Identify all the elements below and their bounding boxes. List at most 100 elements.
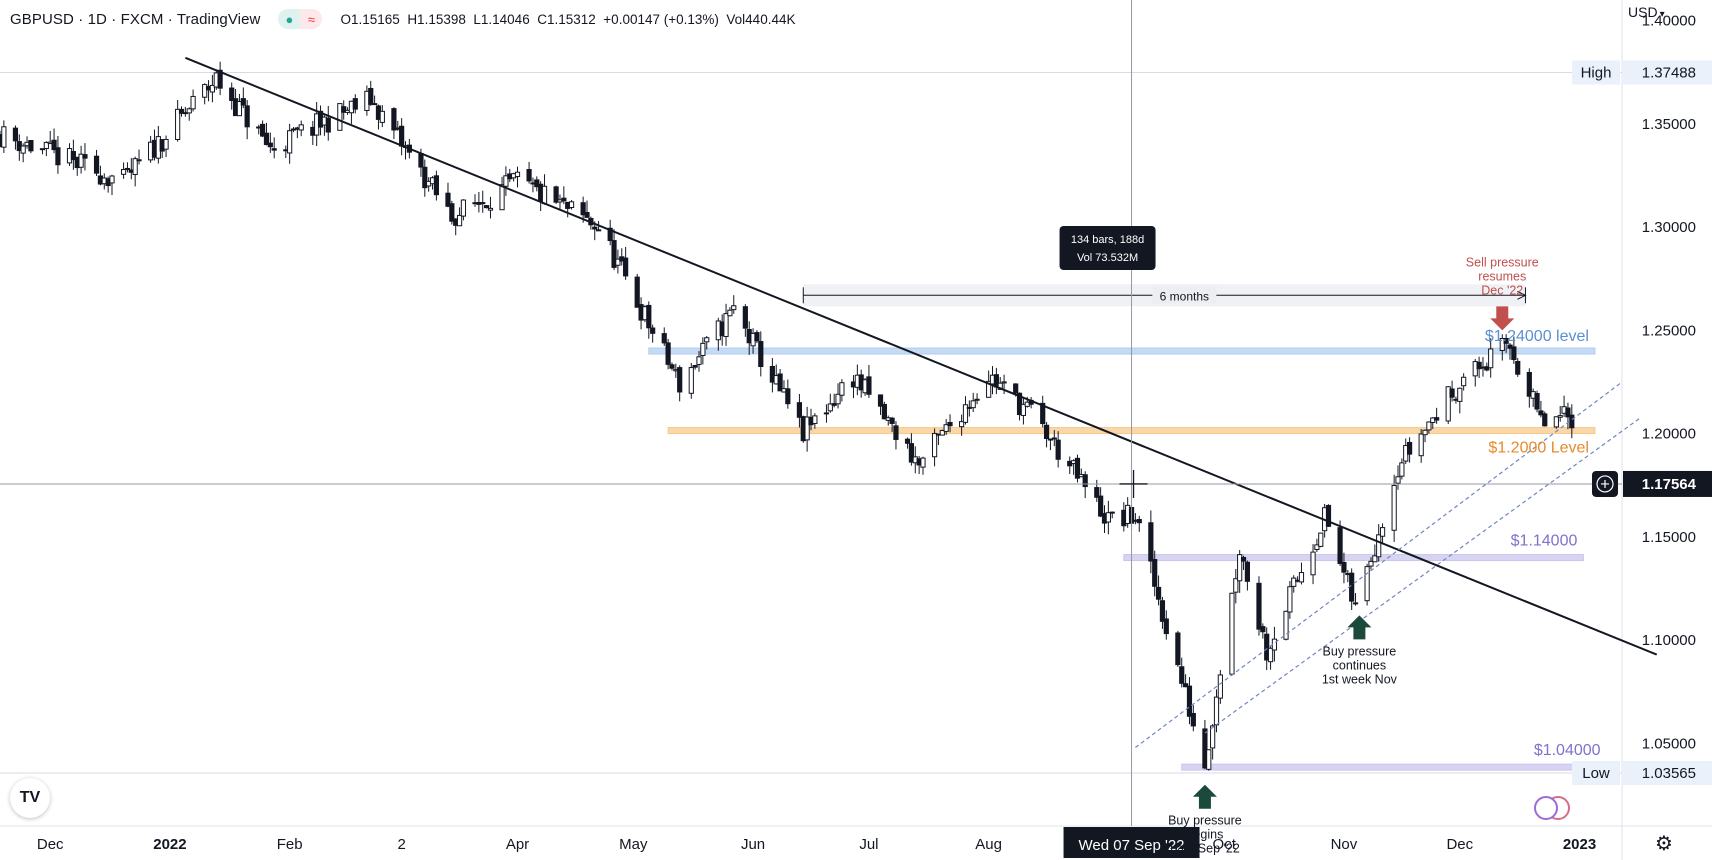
candle-body	[1488, 348, 1494, 369]
candle	[731, 295, 737, 314]
volume-value: Vol440.44K	[726, 11, 796, 27]
candle	[893, 421, 899, 450]
candle-body	[1434, 417, 1440, 421]
candle-body	[723, 313, 729, 338]
candle	[607, 219, 613, 246]
candle-body	[661, 333, 667, 344]
candle-body	[503, 175, 509, 187]
y-tick-label: 1.20000	[1642, 426, 1696, 443]
candle-body	[1310, 551, 1316, 576]
candle	[1283, 610, 1289, 641]
candle-body	[823, 412, 830, 415]
candle-body	[796, 402, 803, 418]
candle	[368, 80, 374, 106]
candle-body	[607, 227, 613, 242]
candle-body	[1159, 600, 1166, 622]
candles	[0, 61, 1575, 771]
candle	[1445, 386, 1451, 425]
candle	[236, 93, 243, 117]
candle-body	[623, 257, 629, 277]
candle-body	[1264, 633, 1270, 661]
candle	[260, 120, 266, 138]
candle-body	[1051, 437, 1057, 440]
candle	[1229, 592, 1235, 676]
candle-body	[592, 226, 598, 230]
candle-body	[260, 123, 266, 137]
candle	[186, 107, 192, 121]
candle-body	[82, 154, 88, 159]
candle-body	[1565, 407, 1571, 418]
candle-body	[1074, 457, 1081, 479]
candle	[1534, 390, 1540, 413]
candle-body	[352, 98, 358, 110]
symbol-title[interactable]: GBPUSD · 1D · FXCM · TradingView	[10, 10, 261, 28]
candle-body	[514, 171, 521, 178]
candle-body	[1372, 555, 1378, 563]
candle-body	[650, 327, 656, 334]
candle	[12, 125, 19, 150]
candle-body	[136, 159, 142, 162]
candle-body	[1082, 474, 1088, 488]
candle	[449, 200, 455, 225]
candle	[499, 176, 505, 211]
currency-selector[interactable]: USD ▾	[1628, 4, 1665, 20]
candle	[1183, 674, 1189, 688]
candle-body	[534, 179, 540, 188]
candle	[51, 128, 57, 154]
candle	[267, 132, 273, 153]
candle-body	[1183, 683, 1189, 688]
candle-body	[827, 403, 833, 412]
candle	[796, 393, 803, 428]
candle-body	[487, 207, 494, 211]
candle	[1067, 456, 1073, 475]
candle	[1461, 373, 1467, 391]
candle-body	[947, 421, 953, 427]
candle	[669, 362, 675, 371]
candle-body	[1449, 388, 1455, 398]
candle-body	[692, 365, 698, 368]
candle	[1488, 338, 1494, 378]
candle-body	[1364, 566, 1370, 602]
candle-body	[704, 337, 710, 343]
candle	[372, 95, 378, 106]
market-status-badge[interactable]: ● ≈	[278, 9, 323, 29]
candle-body	[244, 105, 250, 128]
candle-body	[908, 443, 915, 463]
candle-body	[939, 429, 945, 436]
gear-icon[interactable]: ⚙	[1655, 833, 1673, 855]
candle	[1395, 465, 1401, 490]
candle-body	[1163, 618, 1169, 635]
candle	[1457, 387, 1463, 414]
high-tag-label: High	[1581, 65, 1612, 82]
level-124-label: $1.24000 level	[1485, 328, 1589, 345]
candle	[1379, 523, 1386, 545]
candle	[78, 145, 84, 174]
candle-body	[202, 84, 208, 98]
candle	[503, 166, 509, 196]
candle	[727, 307, 733, 317]
candle-body	[959, 421, 965, 428]
candle-body	[526, 169, 532, 182]
candle	[445, 182, 451, 208]
x-tick-label: Oct	[1213, 836, 1237, 853]
candle-body	[584, 212, 590, 218]
candle-body	[78, 153, 84, 168]
y-tick-label: 1.25000	[1642, 322, 1696, 339]
candle	[93, 149, 100, 176]
x-tick-label: Jul	[859, 836, 878, 853]
candle-body	[109, 175, 115, 184]
candle	[634, 274, 640, 308]
candle-body	[1461, 376, 1467, 387]
candle	[1426, 421, 1432, 434]
candle	[561, 186, 567, 205]
y-tick-label: 1.15000	[1642, 529, 1696, 546]
candle-body	[665, 342, 671, 365]
candle	[1047, 438, 1054, 451]
candle-body	[931, 432, 938, 458]
candle-body	[1040, 402, 1046, 425]
candle-body	[51, 139, 57, 151]
candle	[877, 394, 884, 415]
tradingview-logo[interactable]: TV	[10, 778, 50, 818]
